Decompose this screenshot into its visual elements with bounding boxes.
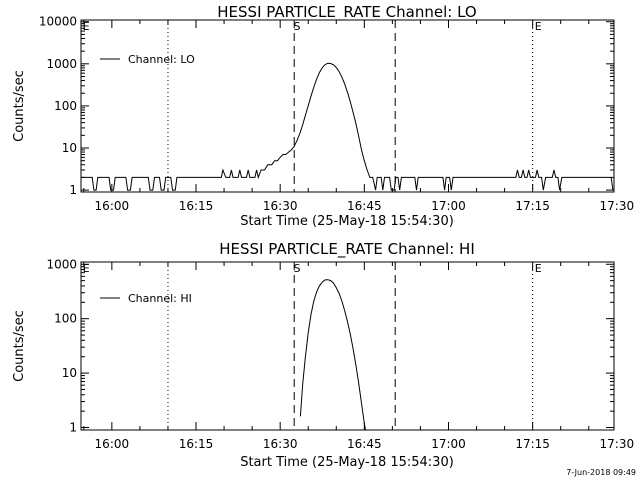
x-tick-label-hi: 16:45 [347, 437, 382, 451]
panel-lo-plot: 16:00 16:15 16:30 16:45 17:00 17:15 17:30 1 10 10… [39, 15, 634, 213]
y-tick-label-lo: 1000 [46, 57, 77, 71]
y-tick-label-lo: 10 [62, 141, 77, 155]
x-tick-label-hi: 17:30 [600, 437, 635, 451]
panel-hi: HESSI PARTICLE_RATE Channel: HI 16:00 16:… [12, 240, 634, 470]
panel-hi-plot: 16:00 16:15 16:30 16:45 17:00 17:15 17:30 1 10 10… [46, 257, 634, 451]
x-tick-label-lo: 16:15 [179, 199, 214, 213]
x-axis-title-lo: Start Time (25-May-18 15:54:30) [240, 214, 454, 229]
x-tick-label-hi: 17:00 [431, 437, 466, 451]
x-tick-label-lo: 17:30 [600, 199, 635, 213]
legend-hi: Channel: HI [100, 292, 192, 305]
x-axis-title-hi: Start Time (25-May-18 15:54:30) [240, 455, 454, 470]
series-line-hi [299, 279, 366, 431]
y-tick-label-lo: 100 [54, 99, 77, 113]
generation-timestamp: 7-Jun-2018 09:49 [566, 468, 636, 477]
y-tick-label-hi: 1000 [46, 257, 77, 271]
legend-label-hi: Channel: HI [128, 292, 192, 305]
panel-lo: HESSI PARTICLE_RATE Channel: LO 16:00 16:… [12, 3, 634, 229]
y-tick-label-hi: 1 [69, 421, 77, 435]
x-tick-label-hi: 16:30 [263, 437, 298, 451]
marker-e-hi: E [535, 262, 542, 275]
y-tick-label-lo: 10000 [39, 15, 77, 29]
plot-frame-lo [80, 19, 615, 193]
y-tick-label-hi: 10 [62, 366, 77, 380]
marker-s-lo: S [294, 20, 301, 33]
x-tick-label-hi: 17:15 [515, 437, 550, 451]
x-tick-label-lo: 16:45 [347, 199, 382, 213]
series-line-lo [81, 62, 614, 191]
marker-s-hi: S [294, 262, 301, 275]
chart-title-hi: HESSI PARTICLE_RATE Channel: HI [219, 240, 475, 259]
y-tick-label-lo: 1 [69, 183, 77, 197]
legend-lo: Channel: LO [100, 53, 195, 66]
marker-e-lo: E [83, 20, 90, 33]
plot-frame-hi [80, 261, 615, 431]
x-tick-label-lo: 16:00 [95, 199, 130, 213]
x-tick-label-hi: 16:15 [179, 437, 214, 451]
x-tick-label-lo: 17:00 [431, 199, 466, 213]
y-tick-label-hi: 100 [54, 312, 77, 326]
chart-title-lo: HESSI PARTICLE_RATE Channel: LO [217, 3, 476, 22]
x-tick-label-lo: 17:15 [515, 199, 550, 213]
legend-label-lo: Channel: LO [128, 53, 195, 66]
marker-e-hi: E [83, 262, 90, 275]
y-axis-title-hi: Counts/sec [12, 310, 27, 382]
x-tick-label-hi: 16:00 [95, 437, 130, 451]
x-tick-label-lo: 16:30 [263, 199, 298, 213]
y-axis-title-lo: Counts/sec [12, 70, 27, 142]
marker-e-lo: E [535, 20, 542, 33]
